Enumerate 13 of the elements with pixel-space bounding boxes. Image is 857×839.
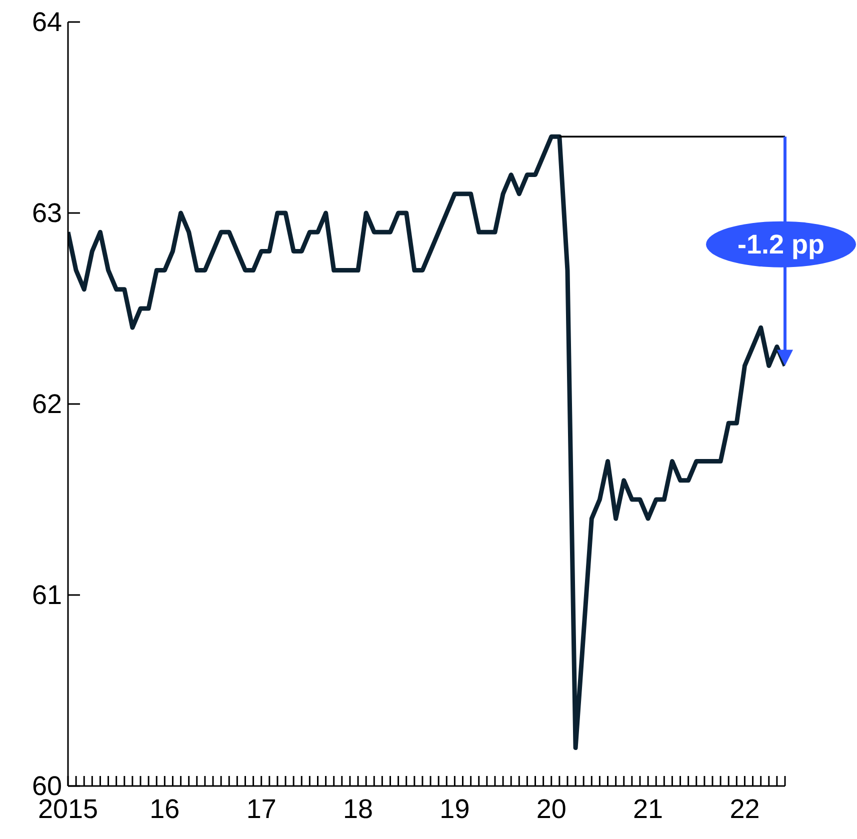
y-tick-label: 61	[32, 580, 62, 610]
x-tick-label: 2015	[38, 794, 98, 824]
y-tick-label: 64	[32, 7, 62, 37]
annotation: -1.2 pp	[737, 229, 825, 260]
y-tick-label: 63	[32, 198, 62, 228]
x-tick-label: 20	[536, 794, 566, 824]
x-tick-label: 18	[343, 794, 374, 824]
x-tick-label: 17	[246, 794, 276, 824]
x-tick-label: 21	[633, 794, 664, 824]
x-tick-label: 22	[730, 794, 760, 824]
y-tick-label: 62	[32, 389, 62, 419]
x-tick-label: 19	[440, 794, 470, 824]
x-tick-label: 16	[150, 794, 180, 824]
